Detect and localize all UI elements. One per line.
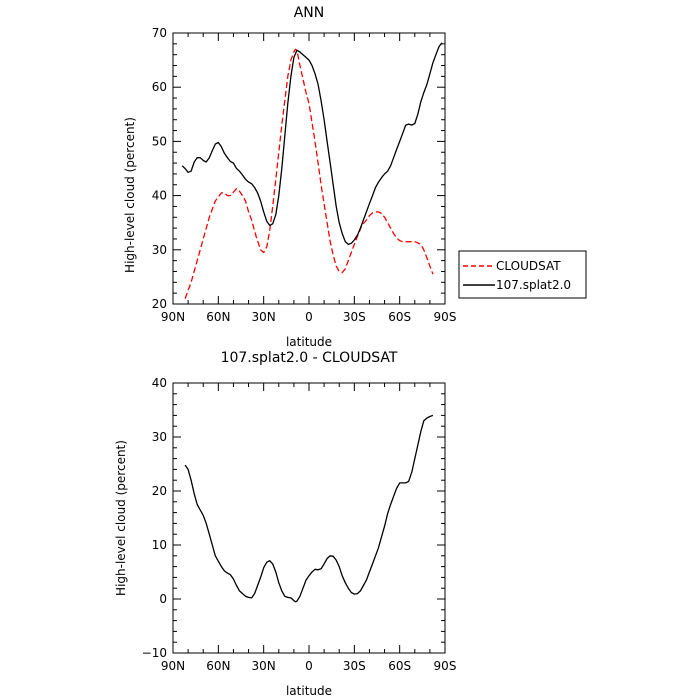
- top-y-tick-label: 30: [152, 243, 167, 257]
- bottom-series-line-0: [184, 414, 434, 603]
- top-y-tick-label: 70: [152, 26, 167, 40]
- top-x-axis-label: latitude: [286, 335, 332, 349]
- top-x-tick-label: 60N: [206, 310, 230, 324]
- legend-box: [458, 250, 587, 299]
- bottom-x-tick-label: 0: [305, 659, 313, 673]
- bottom-x-tick-label: 90S: [434, 659, 457, 673]
- bottom-x-tick-label: 30S: [343, 659, 366, 673]
- top-plot-area: 90N 60N 30N 0 30S 60S 90S 20 30 40 50 60 70: [152, 26, 457, 324]
- bottom-y-tick-label: 30: [152, 430, 167, 444]
- bottom-x-axis-label: latitude: [286, 684, 332, 698]
- bottom-chart-title: 107.splat2.0 - CLOUDSAT: [221, 350, 398, 366]
- top-y-tick-label: 60: [152, 80, 167, 94]
- top-x-tick-label: 90N: [161, 310, 185, 324]
- panel-bottom: 107.splat2.0 - CLOUDSAT 90N 60N 30N 0 30S 60S…: [114, 350, 456, 698]
- bottom-y-tick-label: 20: [152, 484, 167, 498]
- top-y-tick-label: 50: [152, 134, 167, 148]
- bottom-plot-area: 90N 60N 30N 0 30S 60S 90S −10 0 10 20 30 40: [142, 376, 457, 673]
- top-series-line-cloudsat: [184, 48, 434, 299]
- panel-top: ANN 90N 60N 30N 0 30S 60S 90S 20 30 40 50 60 70 lati…: [123, 5, 456, 349]
- top-y-tick-label: 20: [152, 297, 167, 311]
- bottom-plot-frame: [172, 382, 446, 654]
- top-x-tick-label: 30S: [343, 310, 366, 324]
- bottom-y-tick-label: 0: [159, 592, 167, 606]
- top-x-tick-label: 60S: [388, 310, 411, 324]
- top-y-tick-label: 40: [152, 189, 167, 203]
- bottom-y-tick-label: 40: [152, 376, 167, 390]
- legend-label-cloudsat: CLOUDSAT: [496, 259, 561, 273]
- bottom-x-tick-label: 90N: [161, 659, 185, 673]
- bottom-x-tick-label: 60N: [206, 659, 230, 673]
- top-y-axis-label: High-level cloud (percent): [123, 117, 137, 273]
- bottom-x-tick-label: 30N: [252, 659, 276, 673]
- top-chart-title: ANN: [294, 5, 325, 21]
- top-x-tick-label: 0: [305, 310, 313, 324]
- bottom-y-tick-label: 10: [152, 538, 167, 552]
- top-plot-frame: [172, 32, 446, 305]
- bottom-y-tick-label: −10: [142, 646, 167, 660]
- top-series-line-107-splat2-0: [181, 42, 443, 246]
- bottom-x-tick-label: 60S: [388, 659, 411, 673]
- top-x-tick-label: 30N: [252, 310, 276, 324]
- legend-label-splat: 107.splat2.0: [496, 278, 571, 292]
- top-x-tick-label: 90S: [434, 310, 457, 324]
- legend: CLOUDSAT 107.splat2.0: [458, 250, 587, 299]
- bottom-y-axis-label: High-level cloud (percent): [114, 440, 128, 596]
